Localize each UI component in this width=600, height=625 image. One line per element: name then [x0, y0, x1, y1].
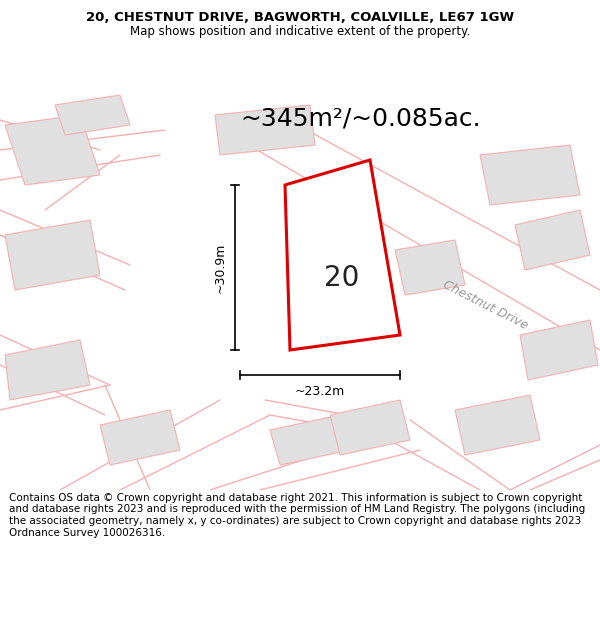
- Polygon shape: [5, 340, 90, 400]
- Text: ~30.9m: ~30.9m: [214, 242, 227, 292]
- Text: ~23.2m: ~23.2m: [295, 385, 345, 398]
- Text: 20, CHESTNUT DRIVE, BAGWORTH, COALVILLE, LE67 1GW: 20, CHESTNUT DRIVE, BAGWORTH, COALVILLE,…: [86, 11, 514, 24]
- Polygon shape: [270, 415, 350, 465]
- Text: Map shows position and indicative extent of the property.: Map shows position and indicative extent…: [130, 26, 470, 39]
- Polygon shape: [455, 395, 540, 455]
- Polygon shape: [520, 320, 598, 380]
- Polygon shape: [215, 105, 315, 155]
- Text: 20: 20: [323, 264, 359, 291]
- Polygon shape: [285, 160, 400, 350]
- Polygon shape: [330, 400, 410, 455]
- Polygon shape: [480, 145, 580, 205]
- Polygon shape: [5, 115, 100, 185]
- Polygon shape: [55, 95, 130, 135]
- Polygon shape: [5, 220, 100, 290]
- Polygon shape: [100, 410, 180, 465]
- Text: Chestnut Drive: Chestnut Drive: [440, 278, 530, 332]
- Polygon shape: [395, 240, 465, 295]
- Text: Contains OS data © Crown copyright and database right 2021. This information is : Contains OS data © Crown copyright and d…: [9, 492, 585, 538]
- Polygon shape: [515, 210, 590, 270]
- Text: ~345m²/~0.085ac.: ~345m²/~0.085ac.: [240, 107, 481, 131]
